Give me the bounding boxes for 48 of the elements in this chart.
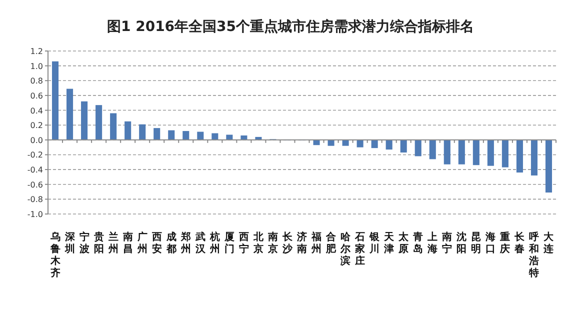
x-tick-label: 太原 [398, 231, 410, 255]
x-tick-label: 天津 [383, 231, 396, 255]
y-tick-label: -1.0 [27, 210, 43, 219]
x-tick-label: 济南 [296, 231, 307, 255]
x-tick-label: 南京 [266, 231, 278, 255]
x-tick-label: 石家庄 [354, 232, 366, 267]
x-tick-label: 合肥 [325, 231, 338, 255]
y-tick-label: -0.2 [27, 150, 43, 160]
x-tick-label: 昆明 [471, 231, 482, 255]
y-tick-label: 0.0 [30, 136, 43, 145]
x-tick-label: 海口 [484, 231, 496, 255]
x-tick-label: 南昌 [122, 231, 133, 255]
y-tick-label: 1.2 [30, 47, 43, 56]
x-tick-label: 长春 [514, 231, 526, 255]
x-tick-label: 哈尔滨 [340, 231, 352, 267]
x-tick-label: 南宁 [441, 231, 452, 255]
y-tick-label: -0.4 [27, 166, 43, 175]
x-tick-label: 北京 [252, 231, 264, 255]
x-tick-label: 武汉 [194, 231, 206, 255]
x-tick-label: 重庆 [499, 231, 510, 255]
x-tick-label: 成都 [165, 231, 176, 255]
x-tick-label: 青岛 [412, 231, 424, 255]
x-tick-label: 广州 [136, 231, 148, 255]
x-tick-label: 杭州 [208, 231, 220, 255]
x-tick-label: 上海 [426, 231, 438, 255]
x-tick-label: 乌鲁木齐 [49, 231, 62, 279]
y-tick-label: 0.4 [30, 106, 43, 116]
chart-title: 图1 2016年全国35个重点城市住房需求潜力综合指标排名 [106, 18, 474, 35]
x-tick-label: 贵阳 [92, 231, 104, 255]
x-tick-label: 长沙 [281, 231, 294, 255]
y-tick-label: 1.0 [30, 62, 43, 71]
x-tick-label: 西宁 [238, 232, 249, 255]
x-tick-label: 西安 [150, 232, 162, 255]
y-tick-label: -0.8 [27, 195, 43, 204]
y-tick-label: 0.8 [30, 76, 43, 86]
x-tick-label: 福州 [310, 231, 322, 255]
x-tick-label: 宁波 [78, 231, 90, 255]
x-tick-label: 厦门 [223, 231, 234, 255]
y-tick-label: 0.2 [30, 121, 43, 130]
x-tick-label: 银川 [368, 231, 381, 255]
x-tick-label: 大连 [542, 231, 555, 255]
x-tick-label: 郑州 [180, 231, 191, 255]
x-tick-label: 兰州 [107, 231, 118, 255]
y-tick-label: -0.6 [27, 180, 43, 190]
x-tick-label: 沈阳 [456, 231, 467, 255]
y-tick-label: 0.6 [30, 91, 43, 100]
x-tick-label: 深圳 [64, 231, 76, 255]
x-tick-label: 呼和浩特 [528, 231, 540, 279]
